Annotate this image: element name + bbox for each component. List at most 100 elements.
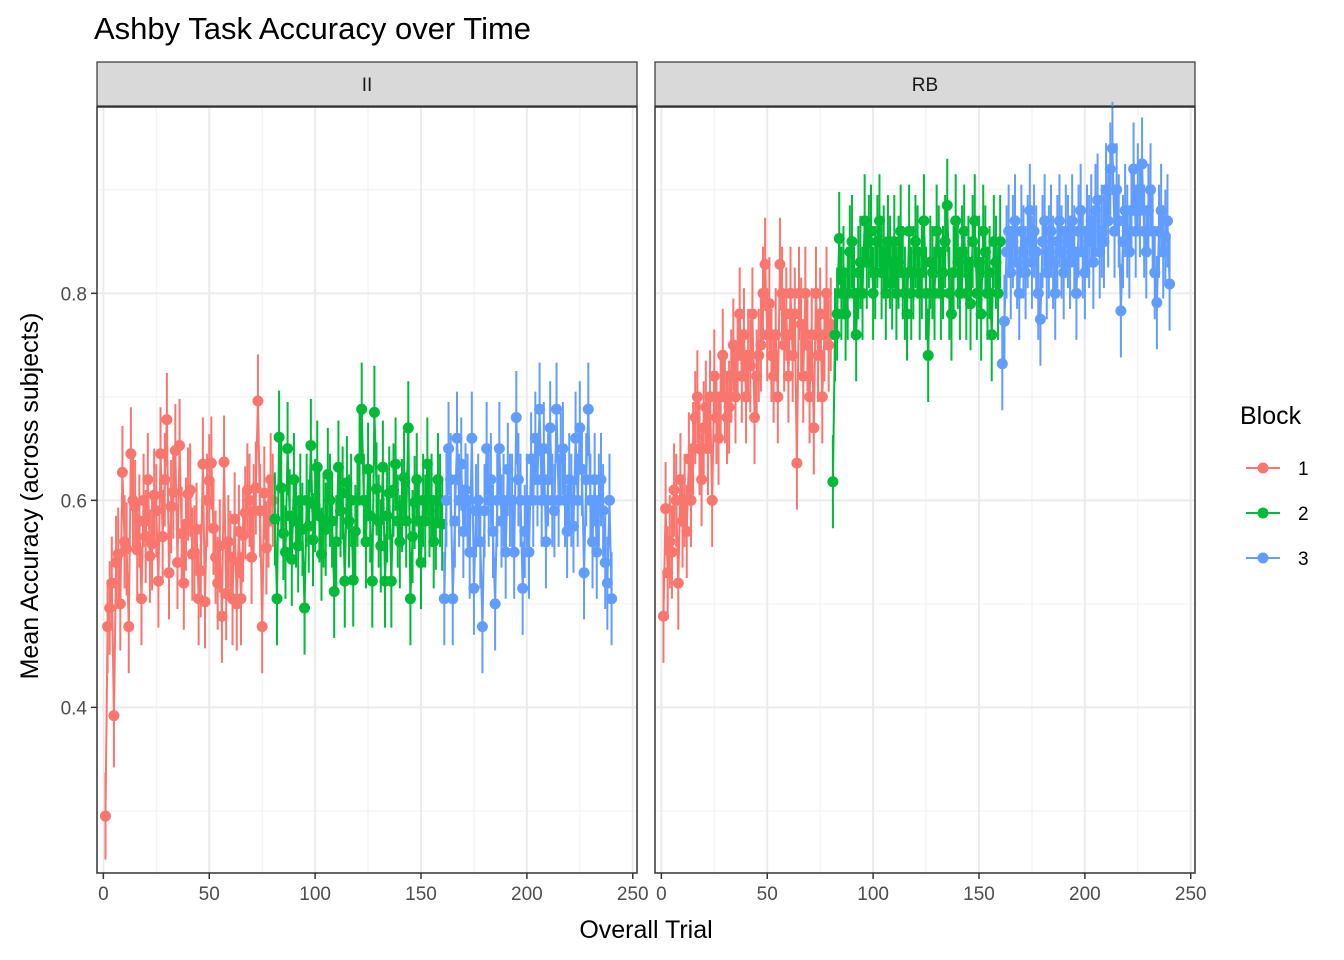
legend-item-3: 3 [1246, 549, 1309, 570]
data-point [1026, 256, 1038, 268]
data-point [689, 412, 701, 424]
data-point [548, 505, 560, 517]
data-point [1037, 236, 1049, 248]
data-point [282, 443, 294, 455]
data-point [981, 287, 993, 299]
data-point [591, 546, 603, 558]
data-point [973, 256, 985, 268]
data-point [176, 527, 188, 539]
data-point [163, 567, 175, 579]
data-point [787, 349, 799, 361]
data-point [178, 577, 190, 589]
series-block-1 [657, 217, 837, 663]
data-point [857, 287, 869, 299]
data-point [948, 267, 960, 279]
legend-label: 1 [1298, 459, 1309, 480]
data-point [184, 484, 196, 496]
y-tick-label: 0.6 [61, 491, 87, 512]
data-point [698, 422, 710, 434]
data-point [309, 500, 321, 512]
data-point [990, 256, 1002, 268]
data-point [1024, 205, 1036, 217]
data-point [660, 503, 672, 515]
data-point [1106, 142, 1118, 154]
facet-strip [654, 61, 1196, 107]
data-point [1102, 215, 1114, 227]
data-point [662, 567, 674, 579]
data-point [438, 593, 450, 605]
data-point [1064, 256, 1076, 268]
data-point [390, 458, 402, 470]
data-point [1028, 225, 1040, 237]
data-point [710, 412, 722, 424]
data-point [373, 515, 385, 527]
data-point [99, 810, 111, 822]
data-point [1098, 236, 1110, 248]
data-point [992, 287, 1004, 299]
data-point [570, 432, 582, 444]
data-point [216, 610, 228, 622]
data-point [347, 574, 359, 586]
data-point [1145, 184, 1157, 196]
data-point [880, 287, 892, 299]
data-point [481, 443, 493, 455]
data-point [1073, 225, 1085, 237]
data-point [926, 267, 938, 279]
chart-title: Ashby Task Accuracy over Time [94, 11, 531, 46]
data-point [335, 505, 347, 517]
data-point [666, 546, 678, 558]
data-point [693, 443, 705, 455]
legend-key-point [1257, 462, 1269, 474]
data-point [903, 225, 915, 237]
data-point [905, 287, 917, 299]
data-point [290, 515, 302, 527]
data-point [846, 236, 858, 248]
data-point [1045, 225, 1057, 237]
data-point [825, 318, 837, 330]
data-point [1011, 256, 1023, 268]
data-point [751, 370, 763, 382]
data-point [286, 553, 298, 565]
data-point [258, 487, 270, 499]
data-point [1013, 287, 1025, 299]
data-point [1030, 246, 1042, 258]
data-point [1017, 246, 1029, 258]
data-point [358, 494, 370, 506]
data-point [161, 414, 173, 426]
data-point [235, 593, 247, 605]
data-point [517, 582, 529, 594]
data-point [462, 494, 474, 506]
data-point [873, 215, 885, 227]
data-point [1085, 215, 1097, 227]
panel-border [96, 106, 638, 874]
data-point [1051, 236, 1063, 248]
data-point [806, 329, 818, 341]
data-point [844, 246, 856, 258]
data-point [519, 525, 531, 537]
data-point [933, 246, 945, 258]
data-point [140, 531, 152, 543]
data-point [538, 443, 550, 455]
legend-key-point [1257, 507, 1269, 519]
data-point [774, 258, 786, 270]
data-point [277, 527, 289, 539]
data-point [683, 453, 695, 465]
data-point [254, 505, 266, 517]
data-point [256, 621, 268, 633]
data-point [1083, 236, 1095, 248]
data-point [246, 551, 258, 563]
data-point [104, 602, 116, 614]
data-point [354, 453, 366, 465]
data-point [525, 453, 537, 465]
data-point [110, 556, 122, 568]
data-point [445, 474, 457, 486]
data-point [279, 546, 291, 558]
data-point [493, 443, 505, 455]
data-point [897, 267, 909, 279]
data-point [371, 483, 383, 495]
data-point [1142, 205, 1154, 217]
data-point [576, 463, 588, 475]
data-point [567, 520, 579, 532]
data-point [1015, 225, 1027, 237]
data-point [551, 403, 563, 415]
